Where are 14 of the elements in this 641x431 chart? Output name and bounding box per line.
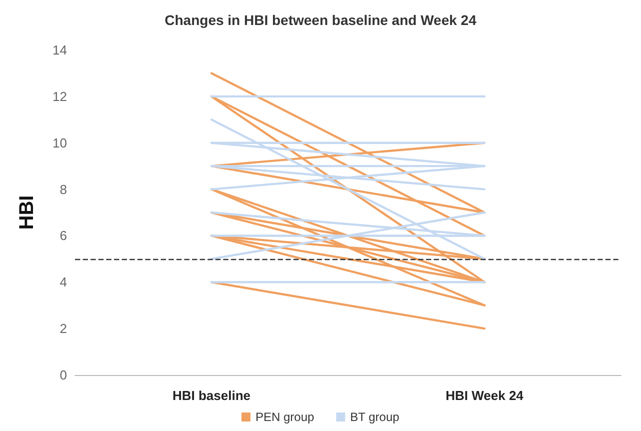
y-tick-label: 12 <box>52 88 67 104</box>
y-tick-label: 6 <box>60 228 67 244</box>
y-axis-title: HBI <box>16 195 38 230</box>
legend-label: BT group <box>350 410 400 424</box>
chart-title: Changes in HBI between baseline and Week 24 <box>164 12 477 28</box>
x-tick-label: HBI Week 24 <box>446 388 524 403</box>
legend-label: PEN group <box>255 410 314 424</box>
y-tick-label: 0 <box>60 368 67 382</box>
x-tick-label: HBI baseline <box>172 388 251 403</box>
y-tick-label: 10 <box>52 135 67 150</box>
y-tick-label: 2 <box>60 321 67 336</box>
y-tick-label: 8 <box>60 182 67 197</box>
y-tick-label: 14 <box>52 42 67 58</box>
y-tick-label: 4 <box>60 274 67 290</box>
